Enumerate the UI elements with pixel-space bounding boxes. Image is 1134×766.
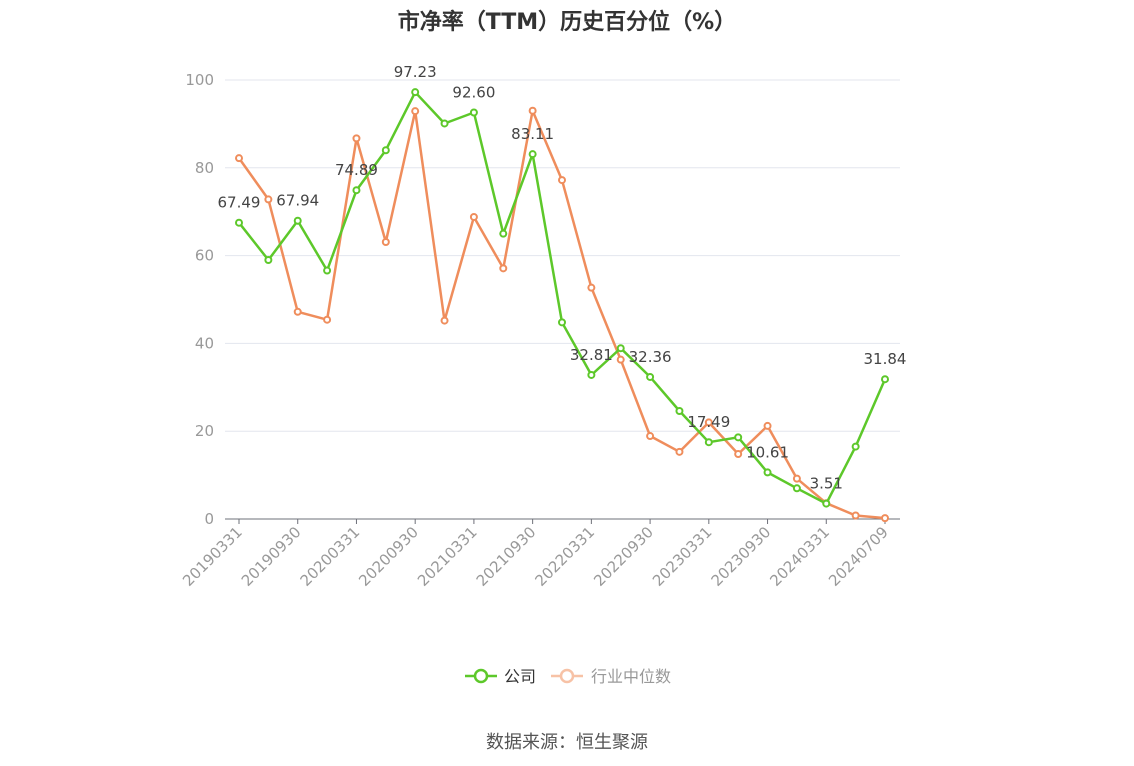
y-tick-label: 80 (195, 159, 214, 177)
x-tick-label: 20240709 (825, 523, 892, 590)
data-point (411, 88, 420, 97)
data-label: 97.23 (394, 63, 437, 81)
data-point (763, 468, 772, 477)
data-point (235, 218, 243, 227)
legend-label-company: 公司 (504, 667, 536, 686)
data-point (293, 216, 302, 225)
data-point (616, 355, 625, 364)
data-label: 74.89 (335, 161, 378, 179)
data-point (469, 212, 478, 221)
data-point (381, 237, 390, 246)
data-label: 67.94 (276, 192, 319, 210)
x-tick-label: 20200331 (297, 523, 364, 590)
data-point (528, 106, 537, 115)
data-point (763, 421, 772, 430)
data-point (440, 119, 449, 128)
data-point (235, 154, 243, 163)
legend-marker-company (473, 668, 489, 684)
data-point (381, 146, 390, 155)
data-point (587, 283, 596, 292)
data-point (587, 370, 596, 379)
x-tick-label: 20240331 (766, 523, 833, 590)
data-point (323, 266, 332, 275)
x-tick-label: 20230331 (649, 523, 716, 590)
data-point (323, 315, 332, 324)
data-label: 83.11 (511, 125, 554, 143)
data-point (558, 318, 566, 327)
y-tick-label: 100 (185, 71, 214, 89)
data-point (499, 264, 508, 273)
data-label: 32.81 (570, 346, 613, 364)
data-point (646, 372, 655, 381)
data-point (616, 344, 625, 353)
data-label: 17.49 (687, 413, 730, 431)
data-label: 10.61 (746, 443, 789, 461)
data-label: 32.36 (629, 348, 672, 366)
source-note: 数据来源：恒生聚源 (486, 732, 648, 753)
data-point (558, 176, 566, 185)
data-point (704, 438, 713, 447)
data-point (851, 442, 860, 451)
data-point (440, 316, 449, 325)
y-tick-label: 20 (195, 422, 214, 440)
data-point (264, 255, 273, 264)
legend-label-industry-median: 行业中位数 (591, 667, 671, 686)
data-point (675, 447, 684, 456)
data-point (851, 511, 860, 520)
x-tick-label: 20220930 (590, 523, 657, 590)
data-point (675, 407, 684, 416)
legend-marker-industry-median (559, 668, 575, 684)
data-point (822, 499, 831, 508)
data-point (528, 150, 537, 159)
x-tick-label: 20210331 (414, 523, 481, 590)
data-point (881, 375, 889, 384)
x-tick-label: 20190930 (238, 523, 305, 590)
data-point (704, 418, 713, 427)
x-tick-label: 20200930 (355, 523, 422, 590)
data-point (734, 433, 743, 442)
x-tick-label: 20230930 (708, 523, 775, 590)
series-line-company (238, 90, 887, 505)
x-tick-label: 20210930 (473, 523, 540, 590)
data-point (411, 107, 420, 116)
chart-title: 市净率（TTM）历史百分位（%） (397, 10, 737, 35)
data-label: 3.51 (810, 475, 843, 493)
y-tick-label: 40 (195, 334, 214, 352)
data-point (352, 186, 361, 195)
data-point (792, 474, 801, 483)
data-point (264, 195, 273, 204)
data-point (734, 450, 743, 459)
x-tick-label: 20190331 (179, 523, 246, 590)
data-label: 92.60 (452, 83, 495, 101)
data-point (792, 484, 801, 493)
data-label: 67.49 (218, 194, 261, 212)
data-point (293, 307, 302, 316)
x-tick-label: 20220331 (531, 523, 598, 590)
data-point (646, 432, 655, 441)
data-point (469, 108, 478, 117)
data-label: 31.84 (864, 350, 907, 368)
data-point (881, 514, 889, 523)
y-tick-label: 60 (195, 247, 214, 265)
data-point (499, 229, 508, 238)
y-tick-label: 0 (204, 510, 214, 528)
data-point (352, 134, 361, 143)
